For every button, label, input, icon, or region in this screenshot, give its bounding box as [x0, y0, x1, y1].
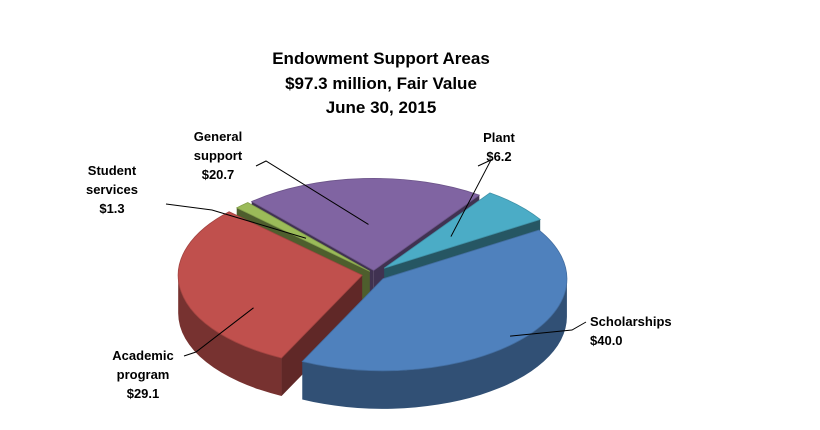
slice-plant — [383, 192, 542, 269]
slice-value-general-support: $20.7 — [202, 167, 235, 182]
slice-label-academic-program: program — [117, 367, 170, 382]
leader-line-student-services — [165, 203, 307, 239]
slice-labels: Scholarships $40.0 Academic program $29.1 Stu… — [86, 129, 672, 401]
slice-value-academic-program: $29.1 — [127, 386, 160, 401]
slice-label-scholarships: Scholarships — [590, 314, 672, 329]
slice-scholarships — [301, 229, 568, 372]
chart-title-line-3: June 30, 2015 — [326, 98, 437, 117]
slice-side-scholarships — [302, 278, 567, 409]
leader-line-scholarships — [510, 321, 587, 337]
chart-title-line-1: Endowment Support Areas — [272, 49, 490, 68]
slice-value-scholarships: $40.0 — [590, 333, 623, 348]
slice-label-plant: Plant — [483, 130, 515, 145]
leader-line-general-support — [255, 160, 369, 225]
slice-side-academic-program — [178, 275, 282, 396]
slice-label-academic-program: Academic — [112, 348, 173, 363]
chart-title: Endowment Support Areas $97.3 million, F… — [272, 49, 490, 117]
slice-academic-program — [177, 211, 363, 359]
chart-title-line-2: $97.3 million, Fair Value — [285, 74, 477, 93]
slice-label-student-services: services — [86, 182, 138, 197]
slice-value-student-services: $1.3 — [99, 201, 124, 216]
pie-tops — [177, 178, 568, 372]
leader-line-academic-program — [183, 307, 254, 357]
leader-line-plant — [450, 158, 493, 237]
slice-value-plant: $6.2 — [486, 149, 511, 164]
slice-label-student-services: Student — [88, 163, 137, 178]
slice-general-support — [250, 178, 481, 271]
slice-label-general-support: support — [194, 148, 243, 163]
slice-cut-academic-program — [281, 275, 363, 396]
slice-label-general-support: General — [194, 129, 242, 144]
